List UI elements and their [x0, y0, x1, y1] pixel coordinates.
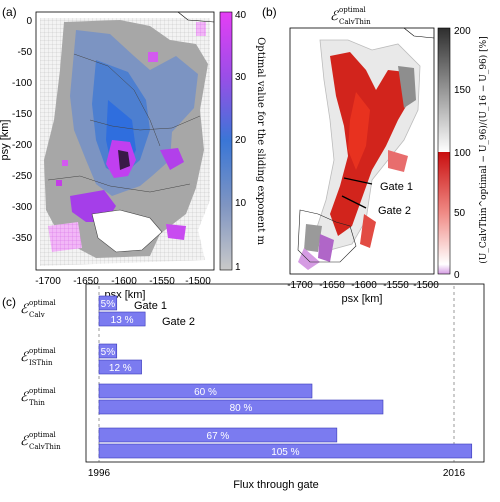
panel-c-bars: 5% 13 % 5% 12 % 60 % 80 % 67 % 105 % [98, 295, 473, 459]
panel-b-colorbar-ticks: 200 150 100 50 0 [454, 26, 471, 281]
bar-value-label: 105 % [271, 447, 299, 458]
bar-calv-gate1 [98, 295, 118, 311]
panel-a-cbtick: 40 [235, 10, 247, 21]
panel-a-ytick: -50 [18, 47, 33, 58]
panel-b-label: (b) [262, 5, 277, 19]
bar-thin-gate1 [98, 383, 313, 399]
gate-2-legend: Gate 2 [162, 316, 195, 328]
gate-1-label: Gate 1 [380, 181, 413, 193]
panel-a-cbtick: 1 [235, 262, 241, 273]
panel-a-xtick: -1600 [111, 276, 137, 287]
bar-value-label: 5% [101, 347, 116, 358]
panel-b-cbtick: 100 [454, 148, 471, 159]
panel-b-cbtick: 0 [454, 270, 460, 281]
row-label-sup: optimal [29, 299, 57, 307]
panel-a-cbtick: 30 [235, 72, 247, 83]
row-label-symbol: ℰ [20, 434, 29, 449]
panel-a-ytick: -350 [12, 233, 32, 244]
panel-a-xtick: -1550 [149, 276, 175, 287]
panel-b-colorbar-label: (U_CalvThin^optimal − U_96)/(U_16 − U_96… [478, 36, 489, 263]
panel-a-yticks: 0 -50 -100 -150 -200 -250 -300 -350 [12, 16, 32, 244]
panel-b-xtick: -1700 [287, 280, 313, 291]
panel-a-cbtick: 10 [235, 198, 247, 209]
panel-b-xlabel: psx [km] [342, 293, 383, 305]
bar-value-label: 80 % [230, 403, 253, 414]
panel-a-xticks: -1700 -1650 -1600 -1550 -1500 [35, 276, 211, 287]
panel-c-xtick-2016: 2016 [443, 468, 466, 479]
panel-b-title: ℰ optimal CalvThin [330, 6, 371, 26]
panel-b-colorbar [437, 27, 451, 275]
row-label-symbol: ℰ [20, 350, 29, 365]
bar-calv-gate2 [98, 311, 146, 327]
bar-value-label: 5% [101, 299, 116, 310]
bar-calvthin-gate2 [98, 443, 473, 459]
panel-b-xtick: -1650 [319, 280, 345, 291]
panel-b-xtick: -1550 [383, 280, 409, 291]
panel-c-axes [85, 283, 485, 463]
panel-a-ytick: -150 [12, 109, 32, 120]
panel-a-colorbar-ticks: 40 30 20 10 1 [235, 10, 247, 273]
panel-a-cbtick: 20 [235, 135, 247, 146]
panel-b-title-sup: optimal [339, 6, 367, 14]
row-label-sub: Calv [29, 311, 45, 319]
panel-b-title-sub: CalvThin [339, 18, 371, 26]
bar-thin-gate2 [98, 399, 384, 415]
bar-calvthin-gate1 [98, 427, 338, 443]
panel-a-ytick: -200 [12, 140, 32, 151]
panel-a-colorbar-label: Optimal value for the sliding exponent m [255, 37, 266, 245]
panel-a-ytick: -250 [12, 171, 32, 182]
bar-isthin-gate2 [98, 359, 142, 375]
row-label-sub: ISThin [29, 359, 53, 367]
row-label-sub: Thin [29, 399, 45, 407]
panel-b-cbtick: 150 [454, 85, 471, 96]
row-label-sub: CalvThin [29, 443, 61, 451]
bar-isthin-gate1 [98, 343, 118, 359]
row-label-sup: optimal [29, 431, 57, 439]
bar-value-label: 13 % [111, 315, 134, 326]
panel-b-cbtick: 200 [454, 26, 471, 37]
panel-c-xtick-1996: 1996 [88, 468, 111, 479]
gate-1-line [343, 177, 373, 185]
panel-a-xtick: -1500 [185, 276, 211, 287]
gate-2-label: Gate 2 [378, 205, 411, 217]
panel-b-xtick: -1500 [413, 280, 439, 291]
bar-value-label: 12 % [109, 363, 132, 374]
panel-b-cbtick: 50 [454, 208, 466, 219]
panel-a-ytick: -100 [12, 78, 32, 89]
panel-a-ylabel: psy [km] [0, 120, 11, 161]
panel-c-label: (c) [2, 295, 16, 309]
panel-c-xlabel: Flux through gate [233, 479, 319, 491]
panel-a-label: (a) [2, 5, 17, 19]
panel-a-colorbar [219, 11, 233, 271]
panel-b-map [289, 27, 435, 275]
panel-a-xtick: -1650 [73, 276, 99, 287]
bar-value-label: 67 % [207, 431, 230, 442]
gate-2-line [341, 195, 367, 209]
panel-a-xtick: -1700 [35, 276, 61, 287]
panel-a-map [35, 11, 215, 271]
row-label-sup: optimal [29, 387, 57, 395]
panel-b-xticks: -1700 -1650 -1600 -1550 -1500 [287, 280, 439, 291]
panel-b-xtick: -1600 [351, 280, 377, 291]
row-label-symbol: ℰ [20, 302, 29, 317]
row-label-symbol: ℰ [20, 390, 29, 405]
row-label-sup: optimal [29, 347, 57, 355]
gate-1-legend: Gate 1 [134, 300, 167, 312]
panel-a-ytick: -300 [12, 202, 32, 213]
panel-b-title-main: ℰ [330, 9, 339, 24]
bar-value-label: 60 % [194, 387, 217, 398]
panel-a-ytick: 0 [26, 16, 32, 27]
